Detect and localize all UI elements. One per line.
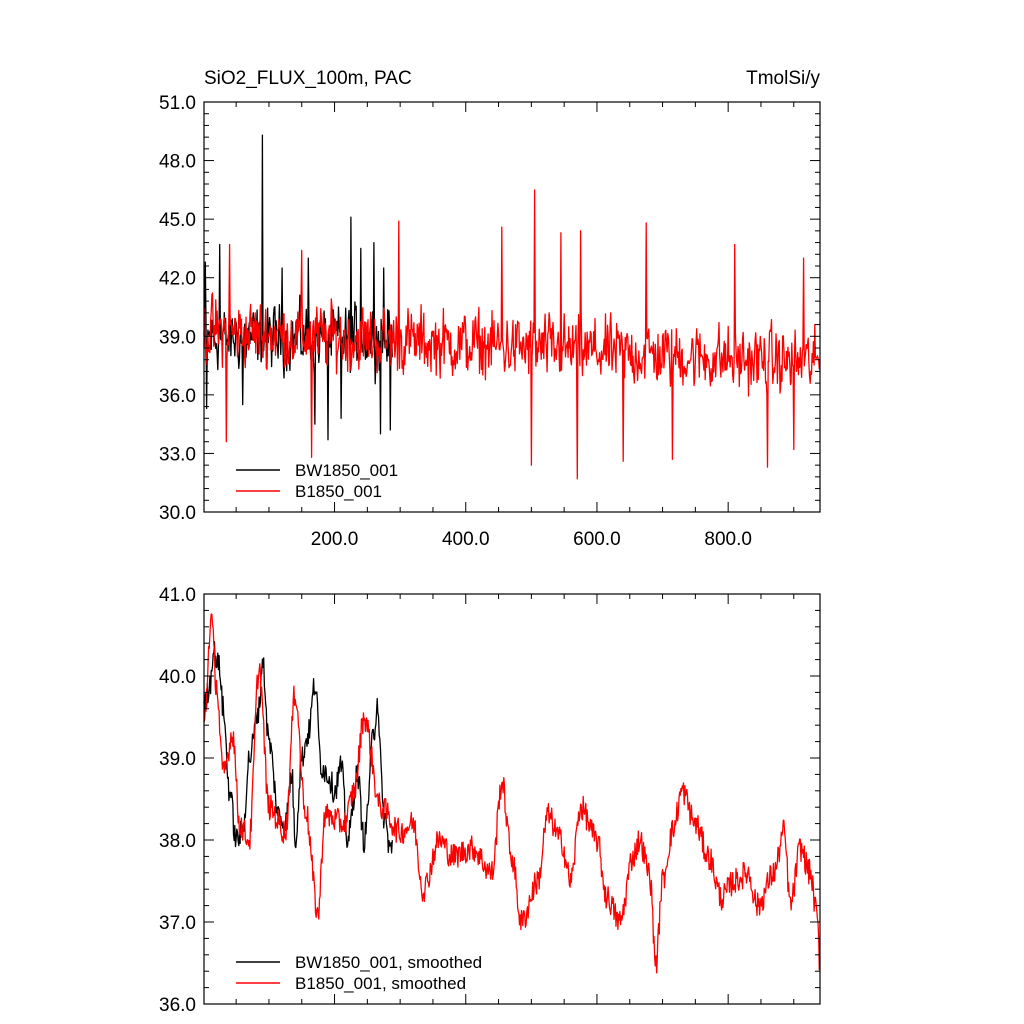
chart-title: SiO2_FLUX_100m, PAC <box>204 68 412 89</box>
bottom-legend: BW1850_001, smoothed B1850_001, smoothed <box>236 953 482 993</box>
series-line-raw-0 <box>203 134 393 441</box>
y-tick-label: 39.0 <box>159 327 196 348</box>
y-tick-label: 48.0 <box>159 152 196 173</box>
panel-bottom: 36.0 37.0 38.0 39.0 40.0 41.0 BW1850_001, smo… <box>159 585 821 1016</box>
bottom-series-group <box>203 613 821 974</box>
y-tick-label: 39.0 <box>159 749 196 770</box>
series-line-raw-1 <box>203 189 821 480</box>
x-tick-label: 200.0 <box>311 529 359 550</box>
x-tick-label: 600.0 <box>573 529 621 550</box>
legend-label-bw1850-smoothed: BW1850_001, smoothed <box>295 953 482 972</box>
top-plot-frame <box>203 101 821 513</box>
legend-label-bw1850: BW1850_001 <box>295 461 398 480</box>
y-tick-label: 36.0 <box>159 995 196 1016</box>
panel-top: SiO2_FLUX_100m, PAC TmolSi/y 30.0 33.0 36.… <box>159 68 821 550</box>
series-line-smoothed-0 <box>203 641 393 854</box>
y-tick-label: 40.0 <box>159 667 196 688</box>
y-tick-label: 41.0 <box>159 585 196 606</box>
legend-label-b1850-smoothed: B1850_001, smoothed <box>295 974 466 993</box>
y-tick-label: 42.0 <box>159 269 196 290</box>
y-tick-label: 36.0 <box>159 386 196 407</box>
top-series-group <box>203 134 821 480</box>
legend-label-b1850: B1850_001 <box>295 482 382 501</box>
series-line-smoothed-1 <box>203 613 821 974</box>
y-tick-label: 37.0 <box>159 913 196 934</box>
units-label: TmolSi/y <box>746 68 820 89</box>
y-tick-label: 45.0 <box>159 210 196 231</box>
y-tick-label: 33.0 <box>159 444 196 465</box>
x-tick-label: 800.0 <box>704 529 752 550</box>
y-tick-label: 38.0 <box>159 831 196 852</box>
y-tick-label: 51.0 <box>159 93 196 114</box>
y-tick-label: 30.0 <box>159 503 196 524</box>
bottom-plot-frame <box>203 593 821 1005</box>
bottom-ticks-group: 36.0 37.0 38.0 39.0 40.0 41.0 <box>159 585 820 1016</box>
top-ticks-group: 30.0 33.0 36.0 39.0 42.0 45.0 48.0 51.0 200.0 400… <box>159 93 820 550</box>
top-legend: BW1850_001 B1850_001 <box>236 461 398 501</box>
x-tick-label: 400.0 <box>442 529 490 550</box>
